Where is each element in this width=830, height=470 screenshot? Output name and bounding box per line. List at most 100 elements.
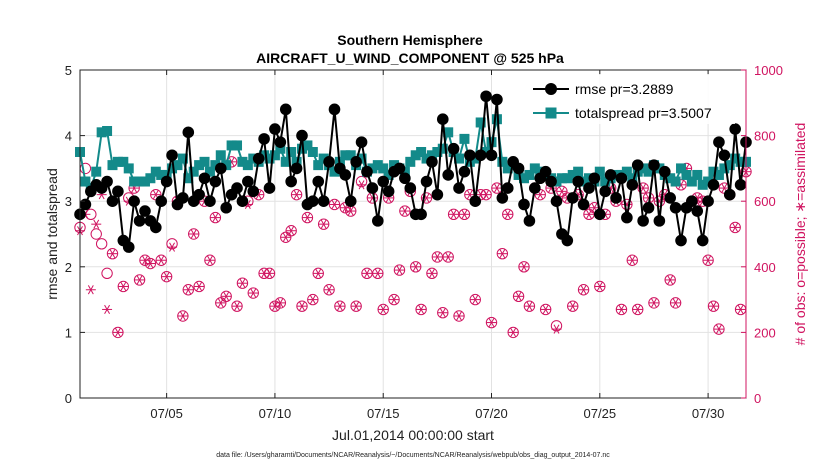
rmse-point — [328, 103, 341, 116]
obs-assimilated-point — [378, 304, 389, 315]
rmse-point — [518, 198, 530, 211]
totalspread-point — [681, 169, 692, 180]
legend-spread-label: totalspread pr=3.5007 — [575, 105, 712, 121]
obs-possible-point — [182, 284, 194, 296]
rmse-point — [106, 195, 119, 207]
obs-assimilated-point — [167, 242, 178, 252]
obs-assimilated-point — [275, 298, 286, 308]
rmse-point — [355, 136, 368, 148]
rmse-point — [561, 234, 574, 247]
obs-assimilated-point — [134, 275, 145, 285]
rmse-point — [296, 129, 308, 142]
totalspread-point — [291, 156, 302, 167]
totalspread-point — [123, 163, 134, 174]
rmse-point — [198, 172, 211, 185]
obs-possible-point — [106, 247, 119, 260]
obs-possible-point — [285, 225, 297, 237]
obs-assimilated-point — [215, 298, 226, 308]
totalspread-point — [318, 153, 329, 164]
obs-possible-point — [236, 277, 249, 289]
obs-assimilated-point — [470, 295, 481, 305]
totalspread-point — [491, 114, 502, 125]
obs-possible-point — [518, 261, 530, 273]
rmse-point — [583, 182, 595, 194]
totalspread-point — [91, 166, 102, 177]
x-tick-label: 07/30 — [692, 406, 725, 421]
rmse-point — [626, 179, 639, 191]
totalspread-point — [486, 137, 497, 148]
totalspread-point — [264, 153, 275, 164]
totalspread-point — [562, 173, 573, 184]
rmse-point — [312, 175, 325, 188]
y-right-tick-label: 1000 — [754, 63, 783, 78]
totalspread-point — [432, 147, 443, 157]
obs-possible-point — [95, 238, 108, 250]
obs-possible-point — [442, 251, 454, 263]
rmse-point — [523, 215, 536, 227]
totalspread-point — [199, 156, 210, 167]
rmse-point — [307, 195, 319, 207]
totalspread-point — [145, 173, 156, 184]
rmse-point — [382, 185, 395, 198]
obs-assimilated-point — [486, 317, 497, 328]
obs-possible-point — [388, 293, 400, 306]
totalspread-point — [573, 166, 584, 177]
obs-possible-point — [160, 270, 173, 283]
obs-assimilated-point — [459, 209, 470, 219]
rmse-point — [539, 165, 552, 178]
rmse-point — [550, 195, 563, 207]
obs-assimilated-point — [443, 252, 454, 262]
rmse-point — [718, 149, 731, 162]
rmse-point — [339, 169, 352, 181]
rmse-point — [323, 156, 335, 168]
obs-assimilated-point — [389, 295, 400, 305]
y-right-tick-label: 400 — [754, 260, 776, 275]
obs-assimilated-point — [540, 304, 551, 315]
totalspread-point — [454, 153, 465, 164]
rmse-point — [79, 198, 92, 211]
rmse-point — [372, 215, 384, 227]
rmse-point — [139, 205, 151, 217]
totalspread-point — [177, 153, 188, 164]
obs-possible-point — [523, 300, 536, 312]
obs-possible-point — [155, 254, 167, 266]
rmse-point — [285, 175, 297, 188]
obs-assimilated-point — [248, 288, 259, 298]
obs-possible-point — [247, 287, 259, 299]
obs-assimilated-point — [670, 298, 681, 308]
obs-possible-point — [648, 297, 660, 309]
obs-assimilated-point — [735, 304, 746, 315]
rmse-point — [491, 93, 503, 106]
obs-assimilated-point — [551, 324, 562, 334]
obs-assimilated-point — [437, 308, 448, 318]
rmse-point — [675, 234, 687, 247]
rmse-point — [128, 195, 140, 207]
rmse-point — [707, 179, 720, 191]
totalspread-point — [475, 117, 486, 128]
obs-assimilated-point — [497, 249, 508, 259]
obs-possible-point — [231, 300, 243, 312]
totalspread-point — [686, 176, 697, 187]
obs-assimilated-point — [703, 255, 714, 265]
obs-possible-point — [707, 300, 720, 312]
obs-assimilated-point — [291, 190, 302, 200]
rmse-point — [415, 208, 427, 221]
obs-possible-point — [502, 208, 514, 221]
rmse-point — [426, 156, 438, 168]
rmse-point — [150, 221, 162, 234]
rmse-point — [290, 162, 303, 175]
obs-possible-point — [626, 254, 638, 266]
rmse-point — [182, 126, 195, 139]
obs-assimilated-point — [112, 327, 123, 337]
rmse-point — [204, 195, 216, 207]
obs-possible-point — [539, 303, 552, 316]
obs-assimilated-point — [286, 226, 297, 236]
rmse-point — [610, 192, 622, 204]
rmse-point — [480, 90, 492, 103]
totalspread-point — [383, 169, 394, 180]
rmse-point — [615, 172, 628, 185]
rmse-point — [447, 142, 460, 155]
totalspread-point — [735, 156, 746, 167]
obs-assimilated-point — [627, 255, 638, 265]
